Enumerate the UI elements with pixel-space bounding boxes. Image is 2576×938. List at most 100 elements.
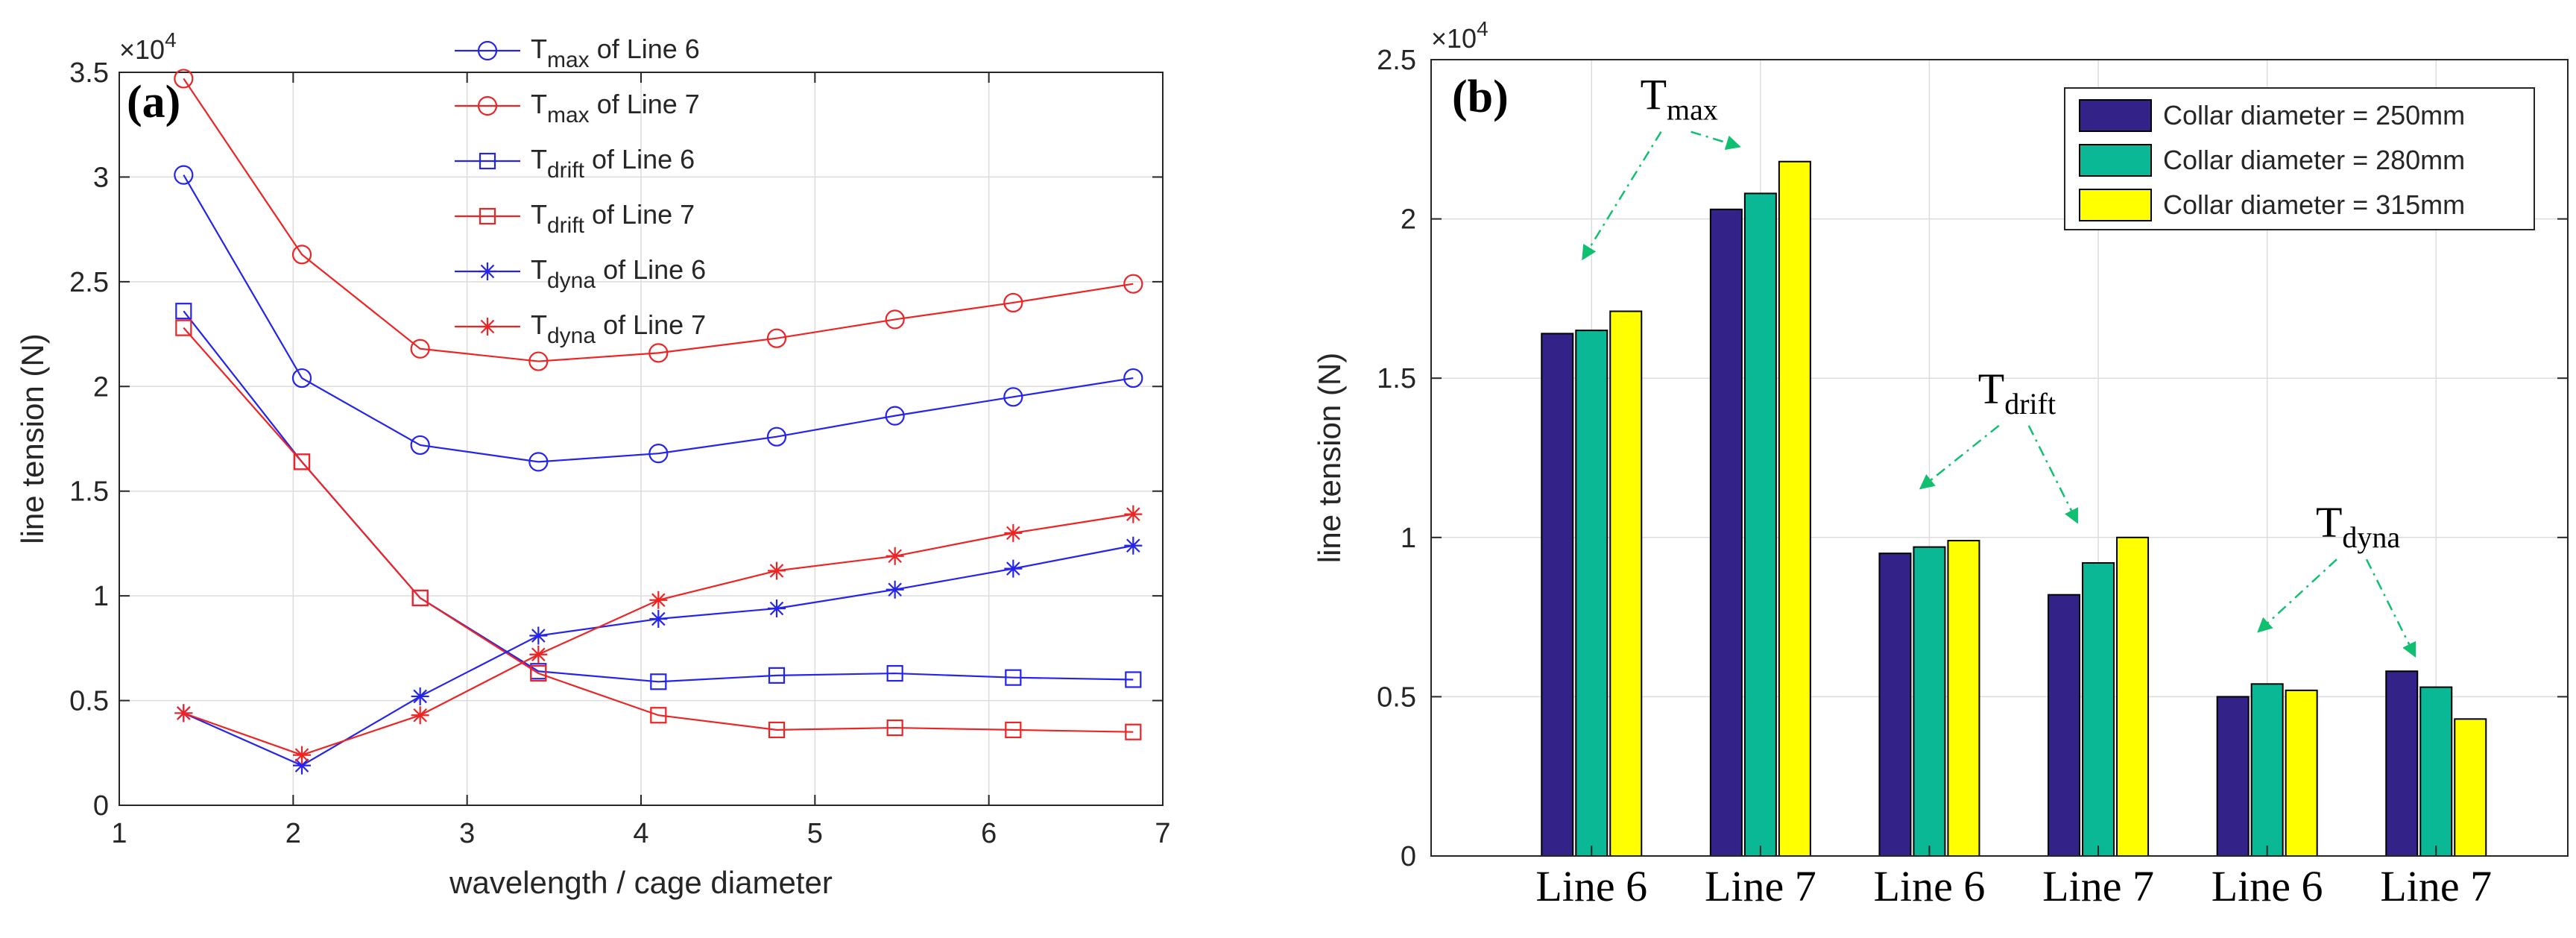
b-bar-5-2 [2454,718,2487,857]
b-annotation-label-drift-main: T [1978,365,2004,413]
a-point-2-4 [650,673,667,690]
b-ytick-label-0: 0 [1401,841,1416,872]
a-series-0 [174,165,1143,472]
a-xtick-label-5: 6 [981,818,997,849]
panel-b-exponent-base: ×10 [1431,23,1477,54]
a-point-0-3 [528,452,549,472]
panel-b-exponent-power: 4 [1477,17,1489,40]
a-xtick-label-6: 7 [1155,818,1170,849]
a-point-1-5 [766,328,787,348]
panel-b-axes-frame [1430,59,2569,857]
a-legend-text-4-sub: dyna [547,268,596,293]
a-legend-text-0-main: T [531,34,547,64]
a-legend-text-2: Tdrift of Line 6 [531,144,695,183]
a-series-line-0 [183,174,1134,463]
a-legend-text-2-main: T [531,144,547,174]
panel-a-ticks: 1 2 3 4 5 6 7 0 0.5 1 1.5 2 2.5 3 3.5 [69,57,1170,849]
a-ytick-label-7: 3.5 [69,57,109,89]
a-point-1-1 [291,245,312,265]
a-legend-text-5-main: T [531,309,547,340]
panel-b-label: (b) [1452,72,1509,122]
a-legend-text-3-main: T [531,199,547,230]
a-legend-text-0: Tmax of Line 6 [531,34,700,72]
panel-a-x-axis-label: wavelength / cage diameter [449,865,833,900]
a-point-3-8 [1125,723,1142,740]
b-bar-0-0 [1541,333,1574,857]
b-legend-item-1: Collar diameter = 280mm [2079,144,2465,177]
a-legend-text-4-suffix: of Line 6 [596,254,706,285]
a-legend-text-5: Tdyna of Line 7 [531,309,706,348]
b-ytick-label-1: 0.5 [1377,682,1416,713]
a-legend-marker-5 [479,318,496,336]
b-bar-2-0 [1878,553,1912,857]
a-legend-marker-1 [477,95,498,116]
a-point-0-6 [885,406,905,426]
a-ytick-label-2: 1 [93,581,109,612]
b-bar-1-2 [1778,160,1811,857]
a-point-0-0 [174,165,194,185]
b-legend-swatch-2 [2079,189,2152,221]
a-point-1-2 [410,339,430,359]
a-point-0-7 [1003,387,1023,407]
b-bar-4-1 [2250,683,2284,857]
b-bar-1-0 [1709,208,1743,857]
a-point-1-0 [174,69,194,89]
b-annotation-arrow-left-dyna [2257,558,2337,633]
b-xtick-label-1: Line 7 [1705,862,1816,910]
b-bar-5-0 [2385,670,2419,857]
a-point-1-6 [885,309,905,330]
a-legend-item-0: Tmax of Line 6 [455,34,700,72]
a-point-4-3 [529,626,548,645]
b-legend-item-0: Collar diameter = 250mm [2079,99,2465,132]
a-point-2-0 [175,303,192,320]
a-ytick-label-1: 0.5 [69,686,109,717]
b-xtick-label-2: Line 6 [1874,862,1986,910]
a-series-4 [174,536,1143,775]
a-point-5-1 [293,746,311,764]
a-point-5-7 [1004,523,1023,542]
panel-a-grid [119,72,1164,806]
a-point-5-5 [768,561,786,580]
a-legend-item-2: Tdrift of Line 6 [455,144,695,183]
a-point-4-1 [293,756,311,775]
a-legend-text-3-suffix: of Line 7 [584,199,695,230]
a-series-line-3 [183,327,1134,733]
a-legend-marker-3 [479,207,496,225]
panel-a-y-axis-label: line tension (N) [15,333,50,544]
a-legend-item-5: Tdyna of Line 7 [455,309,706,348]
a-ytick-label-6: 3 [93,162,109,193]
a-point-2-8 [1125,671,1142,688]
b-legend-text-0: Collar diameter = 250mm [2163,100,2465,130]
a-point-3-4 [650,707,667,724]
a-point-1-8 [1123,274,1143,294]
panel-a-series [174,69,1143,775]
a-point-3-1 [293,453,311,470]
a-point-3-0 [175,319,192,336]
a-ytick-label-3: 1.5 [69,476,109,508]
a-point-5-8 [1124,505,1143,523]
a-point-4-8 [1124,536,1143,555]
b-xtick-label-3: Line 7 [2042,862,2154,910]
a-legend-text-4: Tdyna of Line 6 [531,254,706,293]
a-series-line-5 [183,513,1134,756]
a-ytick-label-4: 2 [93,371,109,403]
b-bar-2-2 [1947,540,1980,857]
a-xtick-label-1: 2 [285,818,301,849]
a-xtick-label-3: 4 [633,818,648,849]
b-annotation-dyna: Tdyna [2257,498,2416,658]
a-legend-text-3: Tdrift of Line 7 [531,199,695,238]
b-bar-3-2 [2116,536,2150,857]
a-legend-text-5-suffix: of Line 7 [596,309,706,340]
b-annotation-label-drift: Tdrift [1978,365,2056,421]
a-series-line-1 [183,78,1134,362]
b-legend-swatch-0 [2079,99,2152,132]
a-point-2-5 [768,667,786,684]
b-ytick-label-3: 1.5 [1377,363,1416,394]
b-legend-text-2: Collar diameter = 315mm [2163,189,2465,220]
a-legend-item-4: Tdyna of Line 6 [455,254,706,293]
b-legend-text-1: Collar diameter = 280mm [2163,145,2465,175]
a-legend-item-1: Tmax of Line 7 [455,89,700,128]
panel-a-legend: Tmax of Line 6 Tmax of Line 7 Tdrift of Li… [455,34,706,348]
